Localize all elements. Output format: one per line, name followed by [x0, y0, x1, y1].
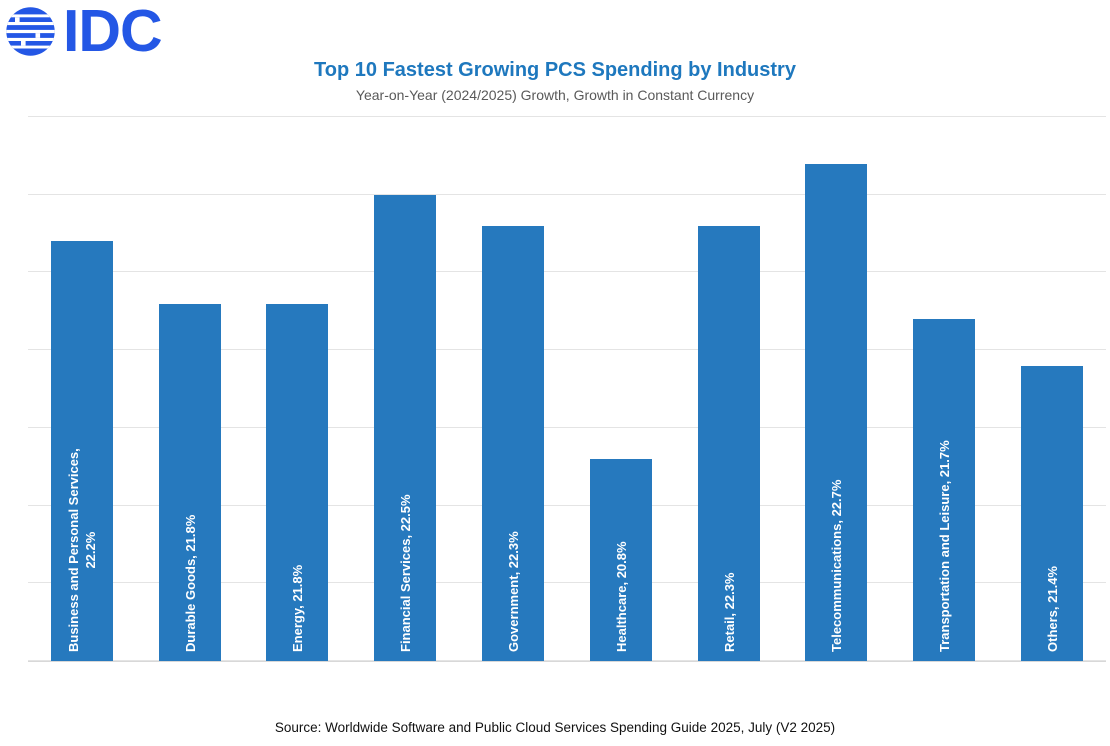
bar-label-text: Energy, 21.8% [289, 565, 306, 652]
idc-logo: IDC [6, 0, 163, 64]
bar-label-text: Durable Goods, 21.8% [181, 515, 198, 652]
bar-label: Financial Services, 22.5% [374, 195, 436, 661]
bar-healthcare: Healthcare, 20.8% [589, 459, 652, 661]
chart-plot: Business and Personal Services, 22.2% Dura… [28, 116, 1106, 662]
idc-logo-text: IDC [63, 0, 163, 64]
bar-label-line: Transportation and Leisure, 21.7% [936, 440, 952, 652]
idc-globe-icon [6, 6, 55, 56]
gridline [28, 116, 1106, 117]
bar-label-line: Financial Services, 22.5% [397, 494, 413, 652]
gridline [28, 426, 1106, 428]
bar-label-text: Others, 21.4% [1044, 566, 1061, 652]
bar-slot: Transportation and Leisure, 21.7% [890, 117, 998, 661]
bar-slot: Durable Goods, 21.8% [136, 117, 244, 661]
bar-energy: Energy, 21.8% [266, 304, 329, 661]
bar-label: Others, 21.4% [1021, 366, 1083, 661]
chart-title: Top 10 Fastest Growing PCS Spending by I… [314, 59, 796, 81]
bar-durable-goods: Durable Goods, 21.8% [158, 304, 221, 661]
bar-label-line: Telecommunications, 22.7% [828, 479, 844, 652]
bar-label-line: Retail, 22.3% [721, 572, 737, 653]
bar-row: Business and Personal Services, 22.2% Dura… [28, 117, 1106, 661]
chart-subtitle: Year-on-Year (2024/2025) Growth, Growth … [355, 87, 755, 103]
bar-telecommunications: Telecommunications, 22.7% [805, 164, 868, 661]
bar-slot: Telecommunications, 22.7% [783, 117, 891, 661]
gridline [28, 660, 1106, 661]
bar-slot: Healthcare, 20.8% [567, 117, 675, 661]
gridline [28, 193, 1106, 195]
bar-slot: Financial Services, 22.5% [351, 117, 459, 661]
bar-slot: Others, 21.4% [998, 117, 1106, 661]
bar-label: Government, 22.3% [482, 226, 544, 661]
bar-slot: Retail, 22.3% [675, 117, 783, 661]
bar-slot: Government, 22.3% [459, 117, 567, 661]
bar-label: Energy, 21.8% [266, 304, 328, 661]
bar-label-text: Transportation and Leisure, 21.7% [936, 440, 953, 652]
bar-label-line: 22.2% [82, 531, 98, 569]
chart-header: Top 10 Fastest Growing PCS Spending by I… [0, 59, 1110, 103]
gridline [28, 582, 1106, 584]
bar-label: Business and Personal Services, 22.2% [51, 241, 113, 661]
bar-government: Government, 22.3% [482, 226, 545, 661]
bar-slot: Energy, 21.8% [244, 117, 352, 661]
bar-transportation-and-leisure: Transportation and Leisure, 21.7% [913, 319, 976, 661]
bar-slot: Business and Personal Services, 22.2% [28, 117, 136, 661]
bar-label: Retail, 22.3% [698, 226, 760, 661]
gridline [28, 271, 1106, 273]
bar-label-line: Energy, 21.8% [289, 564, 305, 652]
bar-label: Telecommunications, 22.7% [805, 164, 867, 661]
bar-label-text: Business and Personal Services, 22.2% [65, 448, 99, 652]
bar-financial-services: Financial Services, 22.5% [374, 195, 437, 661]
gridline [28, 349, 1106, 351]
bar-label-line: Business and Personal Services, [65, 448, 81, 652]
bar-label: Healthcare, 20.8% [590, 459, 652, 661]
source-text: Source: Worldwide Software and Public Cl… [274, 720, 836, 735]
bar-label-text: Healthcare, 20.8% [612, 541, 629, 652]
bar-label-text: Government, 22.3% [505, 531, 522, 652]
bar-label-text: Telecommunications, 22.7% [828, 480, 845, 652]
bar-label-line: Government, 22.3% [505, 531, 521, 652]
bar-label: Durable Goods, 21.8% [159, 304, 221, 661]
bar-label-text: Retail, 22.3% [720, 573, 737, 653]
bar-retail: Retail, 22.3% [697, 226, 760, 661]
gridline [28, 504, 1106, 506]
bar-label: Transportation and Leisure, 21.7% [913, 319, 975, 661]
bar-business-and-personal-services: Business and Personal Services, 22.2% [50, 241, 113, 661]
bar-label-text: Financial Services, 22.5% [397, 494, 414, 652]
bar-label-line: Healthcare, 20.8% [613, 541, 629, 652]
bar-others: Others, 21.4% [1021, 366, 1084, 661]
bar-label-line: Others, 21.4% [1044, 566, 1060, 652]
bar-label-line: Durable Goods, 21.8% [182, 514, 198, 652]
